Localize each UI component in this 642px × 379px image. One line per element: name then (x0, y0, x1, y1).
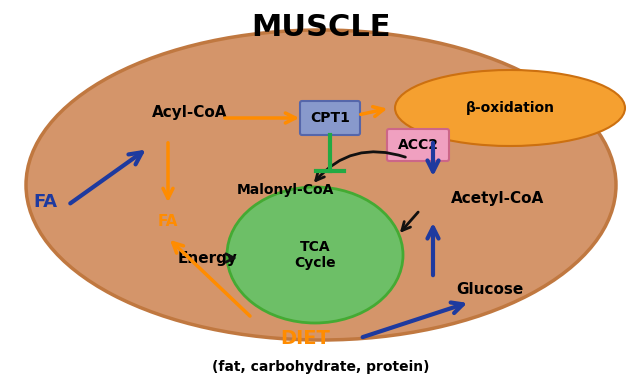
FancyBboxPatch shape (387, 129, 449, 161)
Text: (fat, carbohydrate, protein): (fat, carbohydrate, protein) (213, 360, 429, 374)
FancyBboxPatch shape (300, 101, 360, 135)
Text: Glucose: Glucose (456, 282, 524, 298)
Text: CPT1: CPT1 (310, 111, 350, 125)
Text: TCA
Cycle: TCA Cycle (294, 240, 336, 270)
Text: ACC2: ACC2 (397, 138, 438, 152)
Text: MUSCLE: MUSCLE (251, 14, 391, 42)
Text: Acetyl-CoA: Acetyl-CoA (451, 191, 544, 205)
Text: FA: FA (158, 215, 178, 230)
Text: DIET: DIET (280, 329, 330, 348)
Text: Acyl-CoA: Acyl-CoA (152, 105, 228, 121)
Text: FA: FA (33, 193, 57, 211)
Ellipse shape (26, 30, 616, 340)
Text: Energy: Energy (178, 251, 238, 266)
Ellipse shape (227, 187, 403, 323)
Ellipse shape (395, 70, 625, 146)
Text: β-oxidation: β-oxidation (465, 101, 555, 115)
Text: Malonyl-CoA: Malonyl-CoA (236, 183, 334, 197)
